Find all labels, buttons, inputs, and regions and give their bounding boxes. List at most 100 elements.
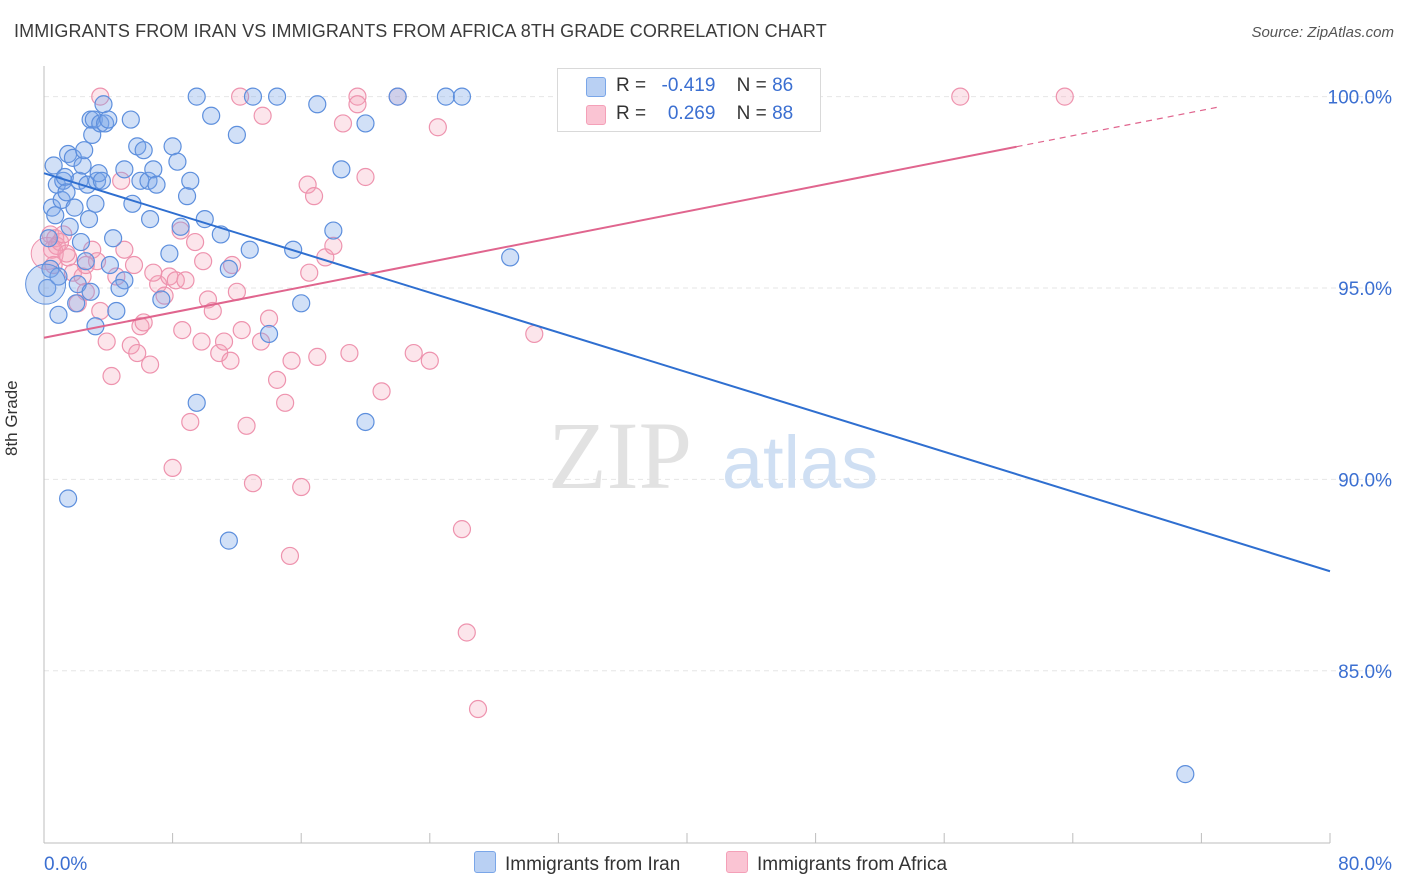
axes [43,66,1331,844]
iran-point [267,87,287,106]
iran-point [107,301,126,321]
iran-point [79,210,99,229]
africa-point [171,221,190,240]
africa-point [221,351,240,370]
watermark: ZIP atlas [548,402,878,509]
iran-point [38,278,57,298]
iran-point [436,87,455,106]
africa-point [372,382,391,401]
y-tick-label: 85.0% [1338,662,1392,683]
iran-point [46,206,65,225]
iran-point [39,229,58,248]
africa-point [181,412,200,432]
iran-point [110,278,129,298]
iran-point [452,87,472,106]
africa-point [243,474,263,493]
y-tick-label: 90.0% [1338,470,1392,491]
iran-point [73,156,92,175]
x-tick-label-min: 0.0% [44,854,87,875]
legend-swatch-iran [586,77,606,97]
iran-point [219,531,238,550]
iran-point [92,171,111,190]
iran-point [121,110,140,129]
stats-legend: R = -0.419 N = 86 R = 0.269 N = 88 [557,68,821,132]
africa-point [276,393,295,412]
africa-point [176,271,195,290]
iran-point [152,290,171,309]
africa-point [1055,87,1074,106]
africa-point [951,87,970,106]
africa-point [304,187,324,206]
iran-point [177,187,197,206]
iran-point [44,156,63,175]
iran-point [202,106,221,125]
iran-point [388,87,407,106]
iran-point [75,141,94,160]
chart-title: IMMIGRANTS FROM IRAN VS IMMIGRANTS FROM … [14,21,827,41]
legend-r-label: R = [616,75,647,96]
iran-point [219,259,238,278]
source-note: Source: ZipAtlas.com [1251,24,1394,41]
iran-point [259,324,279,344]
watermark-atlas: atlas [722,421,878,504]
africa-point [308,347,327,366]
africa-point [124,255,144,275]
legend-r-value: 0.269 [667,103,716,124]
legend-r-label: R = [616,103,647,124]
africa-point [112,171,131,190]
africa-point [214,332,234,351]
africa-point [128,343,147,363]
iran-point [171,217,190,236]
iran-point [25,263,67,305]
iran-point [187,393,206,412]
trend-lines [43,106,1331,573]
iran-point [501,248,520,267]
africa-trend-line [43,145,1017,339]
iran-point [140,210,160,229]
africa-point [420,351,439,370]
africa-point [76,255,95,275]
africa-point [231,87,250,106]
africa-point [468,699,488,719]
iran-point [65,198,84,217]
legend-r-value: -0.419 [661,75,716,96]
africa-point [348,95,367,114]
iran-point [144,160,163,179]
iran-point [71,232,91,252]
africa-point [333,114,353,133]
africa-point [267,370,287,389]
iran-point [356,114,375,133]
iran-point [134,141,153,160]
iran-point [99,110,118,129]
africa-point [163,458,182,477]
africa-point [192,332,211,351]
iran-point [1176,765,1195,784]
iran-point [356,412,375,432]
africa-point [259,309,279,328]
iran-point [67,294,86,313]
iran-point [86,194,105,213]
africa-point [144,263,163,282]
iran-point [49,305,68,324]
iran-point [324,221,343,240]
iran-point [292,294,311,313]
iran-point [243,87,263,106]
africa-point [298,175,317,194]
y-tick-label: 100.0% [1328,88,1393,109]
africa-point [457,623,476,642]
iran-point [332,160,351,179]
legend-n-label: N = [736,75,767,96]
grid-lines [44,96,1392,672]
iran-point [115,160,134,179]
iran-point [240,240,259,259]
iran-point [308,95,327,114]
africa-point [97,332,116,351]
iran-point [227,125,246,144]
iran-point [81,282,100,301]
africa-point [91,301,110,321]
iran-trend-line [43,172,1331,573]
iran-point [100,255,120,275]
africa-point [452,520,472,539]
iran-point [49,267,68,286]
